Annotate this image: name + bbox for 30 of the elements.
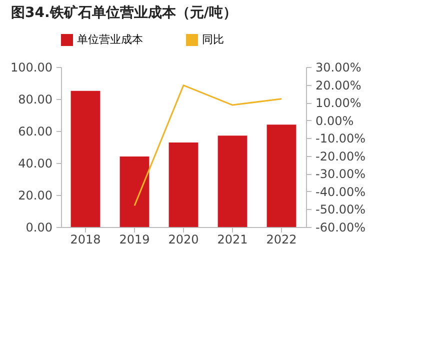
x-tick-label: 2021 [217, 232, 248, 246]
legend-label: 同比 [202, 33, 224, 46]
bar [266, 124, 296, 227]
y2-tick-label: 0.00% [316, 114, 354, 128]
line-series [134, 84, 282, 206]
y2-tick-label: 10.00% [316, 96, 362, 110]
bar [218, 136, 248, 227]
x-tick-label: 2019 [119, 232, 150, 246]
legend-label: 单位营业成本 [77, 33, 143, 46]
y-tick-label: 20.00 [18, 188, 52, 202]
y2-tick-label: 30.00% [316, 60, 362, 74]
y2-tick-label: -40.00% [316, 184, 366, 199]
y-tick-label: 100.00 [10, 60, 52, 74]
y-tick-label: 80.00 [18, 92, 52, 106]
bar [120, 156, 150, 227]
y-tick-label: 0.00 [26, 220, 52, 234]
y-tick-label: 60.00 [18, 124, 52, 138]
y-tick-label: 40.00 [18, 156, 52, 170]
y2-tick-label: -10.00% [316, 132, 366, 146]
y2-tick-label: 20.00% [316, 78, 362, 92]
chart-title: 图34.铁矿石单位营业成本（元/吨） [11, 4, 237, 21]
x-tick-label: 2020 [168, 232, 199, 246]
y2-tick-label: -50.00% [316, 202, 366, 217]
y2-tick-label: -60.00% [316, 220, 366, 234]
bar [70, 90, 100, 227]
y2-tick-label: -30.00% [316, 167, 366, 182]
x-tick-label: 2018 [70, 232, 101, 246]
y2-tick-label: -20.00% [316, 149, 366, 164]
x-tick-label: 2022 [266, 232, 297, 246]
bar [168, 142, 198, 227]
